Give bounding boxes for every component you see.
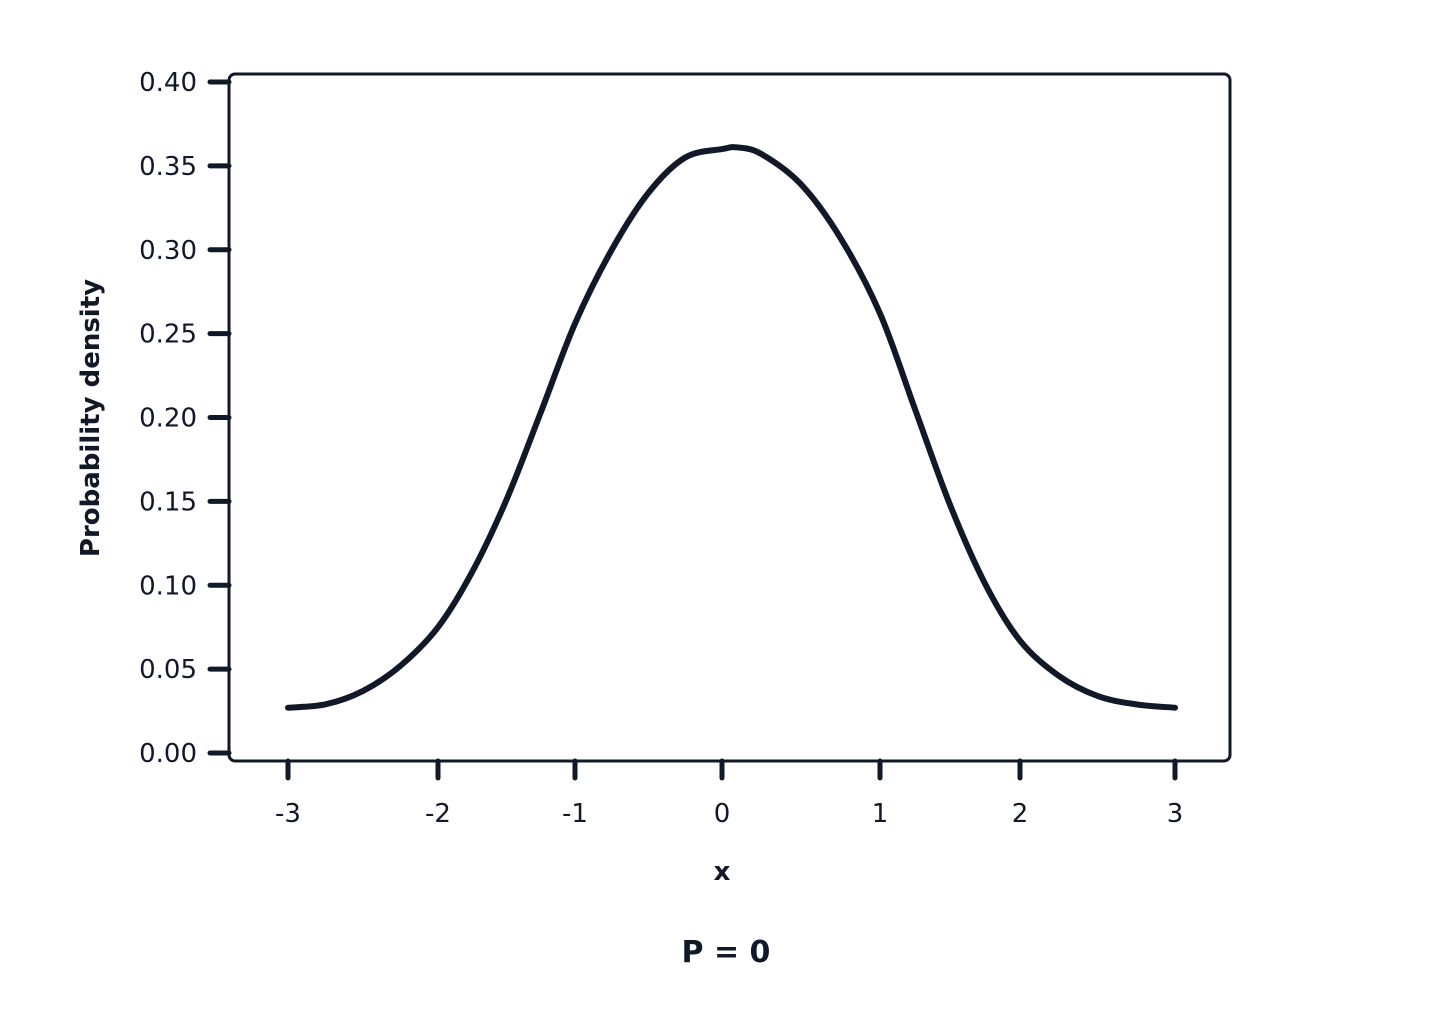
- y-tick-label: 0.40: [139, 68, 197, 98]
- x-tick-label: 0: [714, 799, 731, 829]
- y-tick-label: 0.25: [139, 320, 197, 350]
- y-tick-label: 0.35: [139, 152, 197, 182]
- x-tick-label: -2: [425, 799, 451, 829]
- density-curve: [285, 144, 1178, 711]
- x-tick-label: 3: [1167, 799, 1184, 829]
- x-tick-label: -3: [275, 799, 301, 829]
- x-axis-ticks: -3 -2 -1 0 1 2 3: [275, 758, 1184, 829]
- y-tick-label: 0.15: [139, 487, 197, 517]
- y-axis-label: Probability density: [76, 279, 106, 557]
- y-tick-label: 0.00: [139, 739, 197, 769]
- y-tick-label: 0.20: [139, 404, 197, 434]
- x-tick-label: -1: [562, 799, 588, 829]
- y-tick-label: 0.05: [139, 655, 197, 685]
- chart-caption: P = 0: [682, 935, 771, 970]
- x-tick-label: 1: [872, 799, 889, 829]
- plot-frame: [227, 72, 1232, 763]
- x-tick-label: 2: [1012, 799, 1029, 829]
- x-axis-label: x: [714, 857, 731, 887]
- y-tick-label: 0.30: [139, 236, 197, 266]
- y-tick-label: 0.10: [139, 571, 197, 601]
- y-axis-ticks: 0.00 0.05 0.10 0.15 0.20 0.25 0.30 0.35 0.40: [139, 68, 232, 769]
